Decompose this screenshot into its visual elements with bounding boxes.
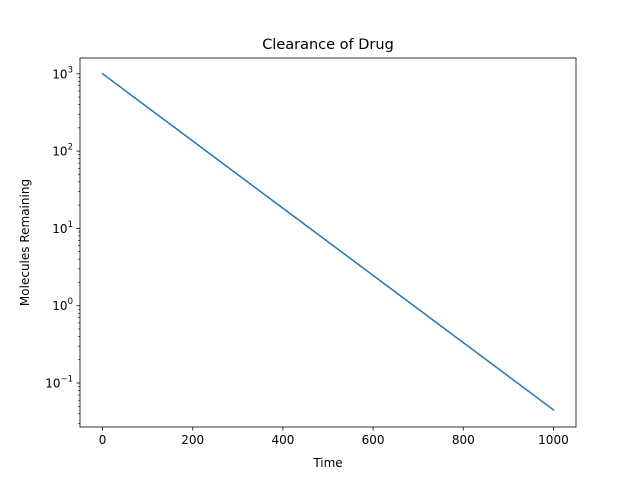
y-tick-label: 10−1 <box>45 375 73 391</box>
x-axis-title: Time <box>312 456 342 470</box>
y-tick-label: 102 <box>52 143 73 159</box>
x-tick-label: 400 <box>271 433 294 447</box>
x-tick-label: 0 <box>99 433 107 447</box>
series-line <box>101 72 555 411</box>
y-tick-exponent: −1 <box>60 375 73 385</box>
y-tick-label: 103 <box>52 65 73 81</box>
y-tick-exponent: 1 <box>68 220 73 230</box>
y-tick-exponent: 2 <box>68 143 73 153</box>
x-tick-label: 1000 <box>538 433 569 447</box>
y-tick-label: 100 <box>52 297 73 313</box>
x-axis-ticks: 0 200 400 600 800 1000 <box>99 427 569 447</box>
y-axis-title: Molecules Remaining <box>18 179 32 306</box>
y-tick-exponent: 3 <box>68 65 73 75</box>
y-tick-base: 10 <box>52 222 67 236</box>
series-layer <box>101 72 555 411</box>
y-tick-base: 10 <box>52 67 67 81</box>
y-tick-base: 10 <box>45 377 60 391</box>
x-tick-label: 800 <box>452 433 475 447</box>
y-tick-label: 101 <box>52 220 73 236</box>
y-tick-base: 10 <box>52 299 67 313</box>
y-tick-base: 10 <box>52 145 67 159</box>
x-tick-label: 200 <box>181 433 204 447</box>
y-tick-exponent: 0 <box>68 297 73 307</box>
x-tick-label: 600 <box>362 433 385 447</box>
chart-title: Clearance of Drug <box>262 37 394 53</box>
